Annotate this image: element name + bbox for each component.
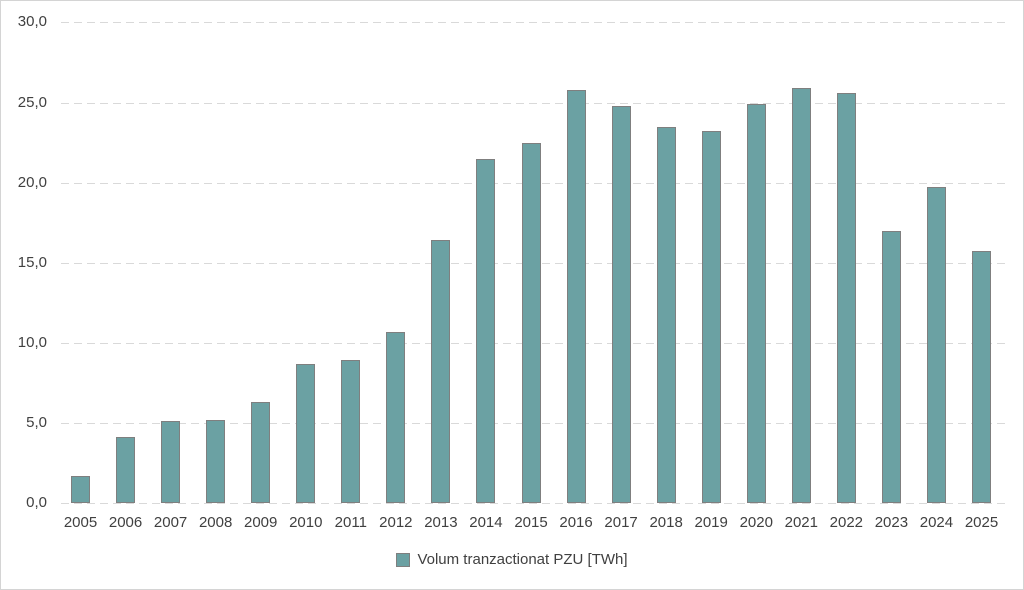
bar-2011 <box>341 360 361 503</box>
x-tick-2018: 2018 <box>649 514 683 531</box>
bar-2019 <box>701 131 721 503</box>
bar-2006 <box>116 437 136 503</box>
bar-2013 <box>431 240 451 503</box>
y-tick-15,0: 15,0 <box>17 253 47 271</box>
bar-2012 <box>386 331 406 503</box>
bar-2007 <box>161 421 181 503</box>
x-tick-2022: 2022 <box>829 514 864 531</box>
x-tick-2023: 2023 <box>874 514 909 531</box>
bar-2008 <box>206 419 226 503</box>
x-tick-2007: 2007 <box>153 514 188 531</box>
bar-2024 <box>926 187 946 503</box>
bar-2018 <box>656 126 676 503</box>
y-tick-30,0: 30,0 <box>17 13 47 31</box>
x-tick-2009: 2009 <box>244 514 278 531</box>
bar-2016 <box>566 89 586 503</box>
bar-2022 <box>836 92 856 503</box>
legend-label: Volum tranzactionat PZU [TWh] <box>417 551 628 568</box>
x-tick-2008: 2008 <box>198 514 233 531</box>
bar-2021 <box>791 88 811 503</box>
y-tick-10,0: 10,0 <box>17 333 47 351</box>
bar-2010 <box>296 363 316 503</box>
legend: Volum tranzactionat PZU [TWh] <box>1 551 1023 568</box>
gridline-0,0 <box>61 503 1007 504</box>
bar-2005 <box>71 475 90 503</box>
bar-2009 <box>251 402 271 503</box>
x-tick-2020: 2020 <box>739 514 773 531</box>
bar-2025 <box>972 251 991 503</box>
x-tick-2005: 2005 <box>63 514 98 531</box>
bar-2014 <box>476 158 496 503</box>
x-tick-2021: 2021 <box>784 514 818 531</box>
x-tick-2025: 2025 <box>964 514 999 531</box>
x-tick-2006: 2006 <box>108 514 143 531</box>
bar-2015 <box>521 142 541 503</box>
gridline-30,0 <box>61 22 1007 24</box>
bar-2017 <box>611 105 631 503</box>
y-tick-0,0: 0,0 <box>26 494 47 511</box>
x-tick-2019: 2019 <box>694 514 728 531</box>
x-tick-2024: 2024 <box>919 514 954 531</box>
legend-swatch-icon <box>396 552 411 567</box>
bar-2020 <box>746 104 766 503</box>
y-tick-5,0: 5,0 <box>26 413 47 431</box>
x-tick-2014: 2014 <box>469 514 503 531</box>
x-tick-2012: 2012 <box>379 514 413 531</box>
y-tick-25,0: 25,0 <box>17 93 47 111</box>
x-tick-2013: 2013 <box>424 514 458 531</box>
plot-area: 2005 2006 2007 2008 2009 2010 2011 2012 2013 2014… <box>61 1 1007 589</box>
x-tick-2010: 2010 <box>289 514 323 531</box>
y-tick-20,0: 20,0 <box>17 173 47 191</box>
x-tick-2016: 2016 <box>559 514 593 531</box>
x-tick-2011: 2011 <box>334 514 367 531</box>
x-tick-2015: 2015 <box>514 514 548 531</box>
bar-2023 <box>881 230 901 503</box>
gridline-25,0 <box>61 102 1007 104</box>
x-tick-2017: 2017 <box>604 514 638 531</box>
